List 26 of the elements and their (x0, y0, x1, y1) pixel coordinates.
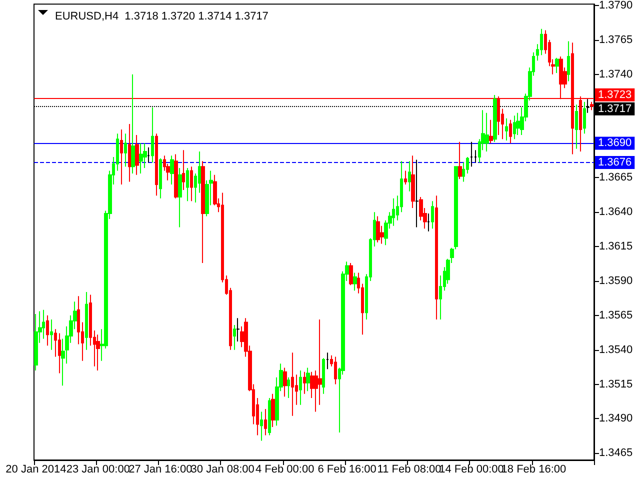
ref-line-label: 1.3676 (598, 156, 632, 169)
y-tick-label: 1.3515 (599, 378, 633, 390)
x-tick-label: 18 Feb 16:00 (501, 464, 566, 476)
x-tick-label: 14 Feb 00:00 (439, 464, 504, 476)
x-tick-label: 4 Feb 00:00 (255, 464, 314, 476)
y-tick-label: 1.3615 (599, 240, 633, 253)
x-tick-label: 6 Feb 16:00 (318, 464, 376, 476)
x-tick-label: 23 Jan 00:00 (66, 464, 130, 476)
x-tick-label: 27 Jan 16:00 (128, 464, 192, 476)
y-tick-label: 1.3465 (599, 447, 633, 460)
y-tick-label: 1.3565 (599, 309, 633, 322)
x-tick-label: 30 Jan 08:00 (190, 464, 254, 476)
y-tick-label: 1.3790 (599, 0, 633, 12)
ref-line-label: 1.3690 (598, 137, 632, 150)
ref-line-label: 1.3723 (598, 88, 632, 101)
y-tick-label: 1.3540 (599, 344, 633, 356)
x-tick-label: 20 Jan 2014 (6, 464, 66, 476)
y-tick-label: 1.3765 (599, 34, 633, 46)
y-tick-label: 1.3665 (599, 172, 633, 184)
y-tick-label: 1.3490 (599, 412, 633, 425)
ref-line-label: 1.3717 (598, 102, 632, 115)
text: EURUSD,H4 1.3718 1.3720 1.3714 1.3717 (55, 10, 268, 22)
x-tick-label: 11 Feb 08:00 (377, 464, 442, 476)
y-tick-label: 1.3740 (599, 68, 633, 80)
y-tick-label: 1.3590 (599, 274, 633, 287)
y-tick-label: 1.3640 (599, 206, 633, 218)
